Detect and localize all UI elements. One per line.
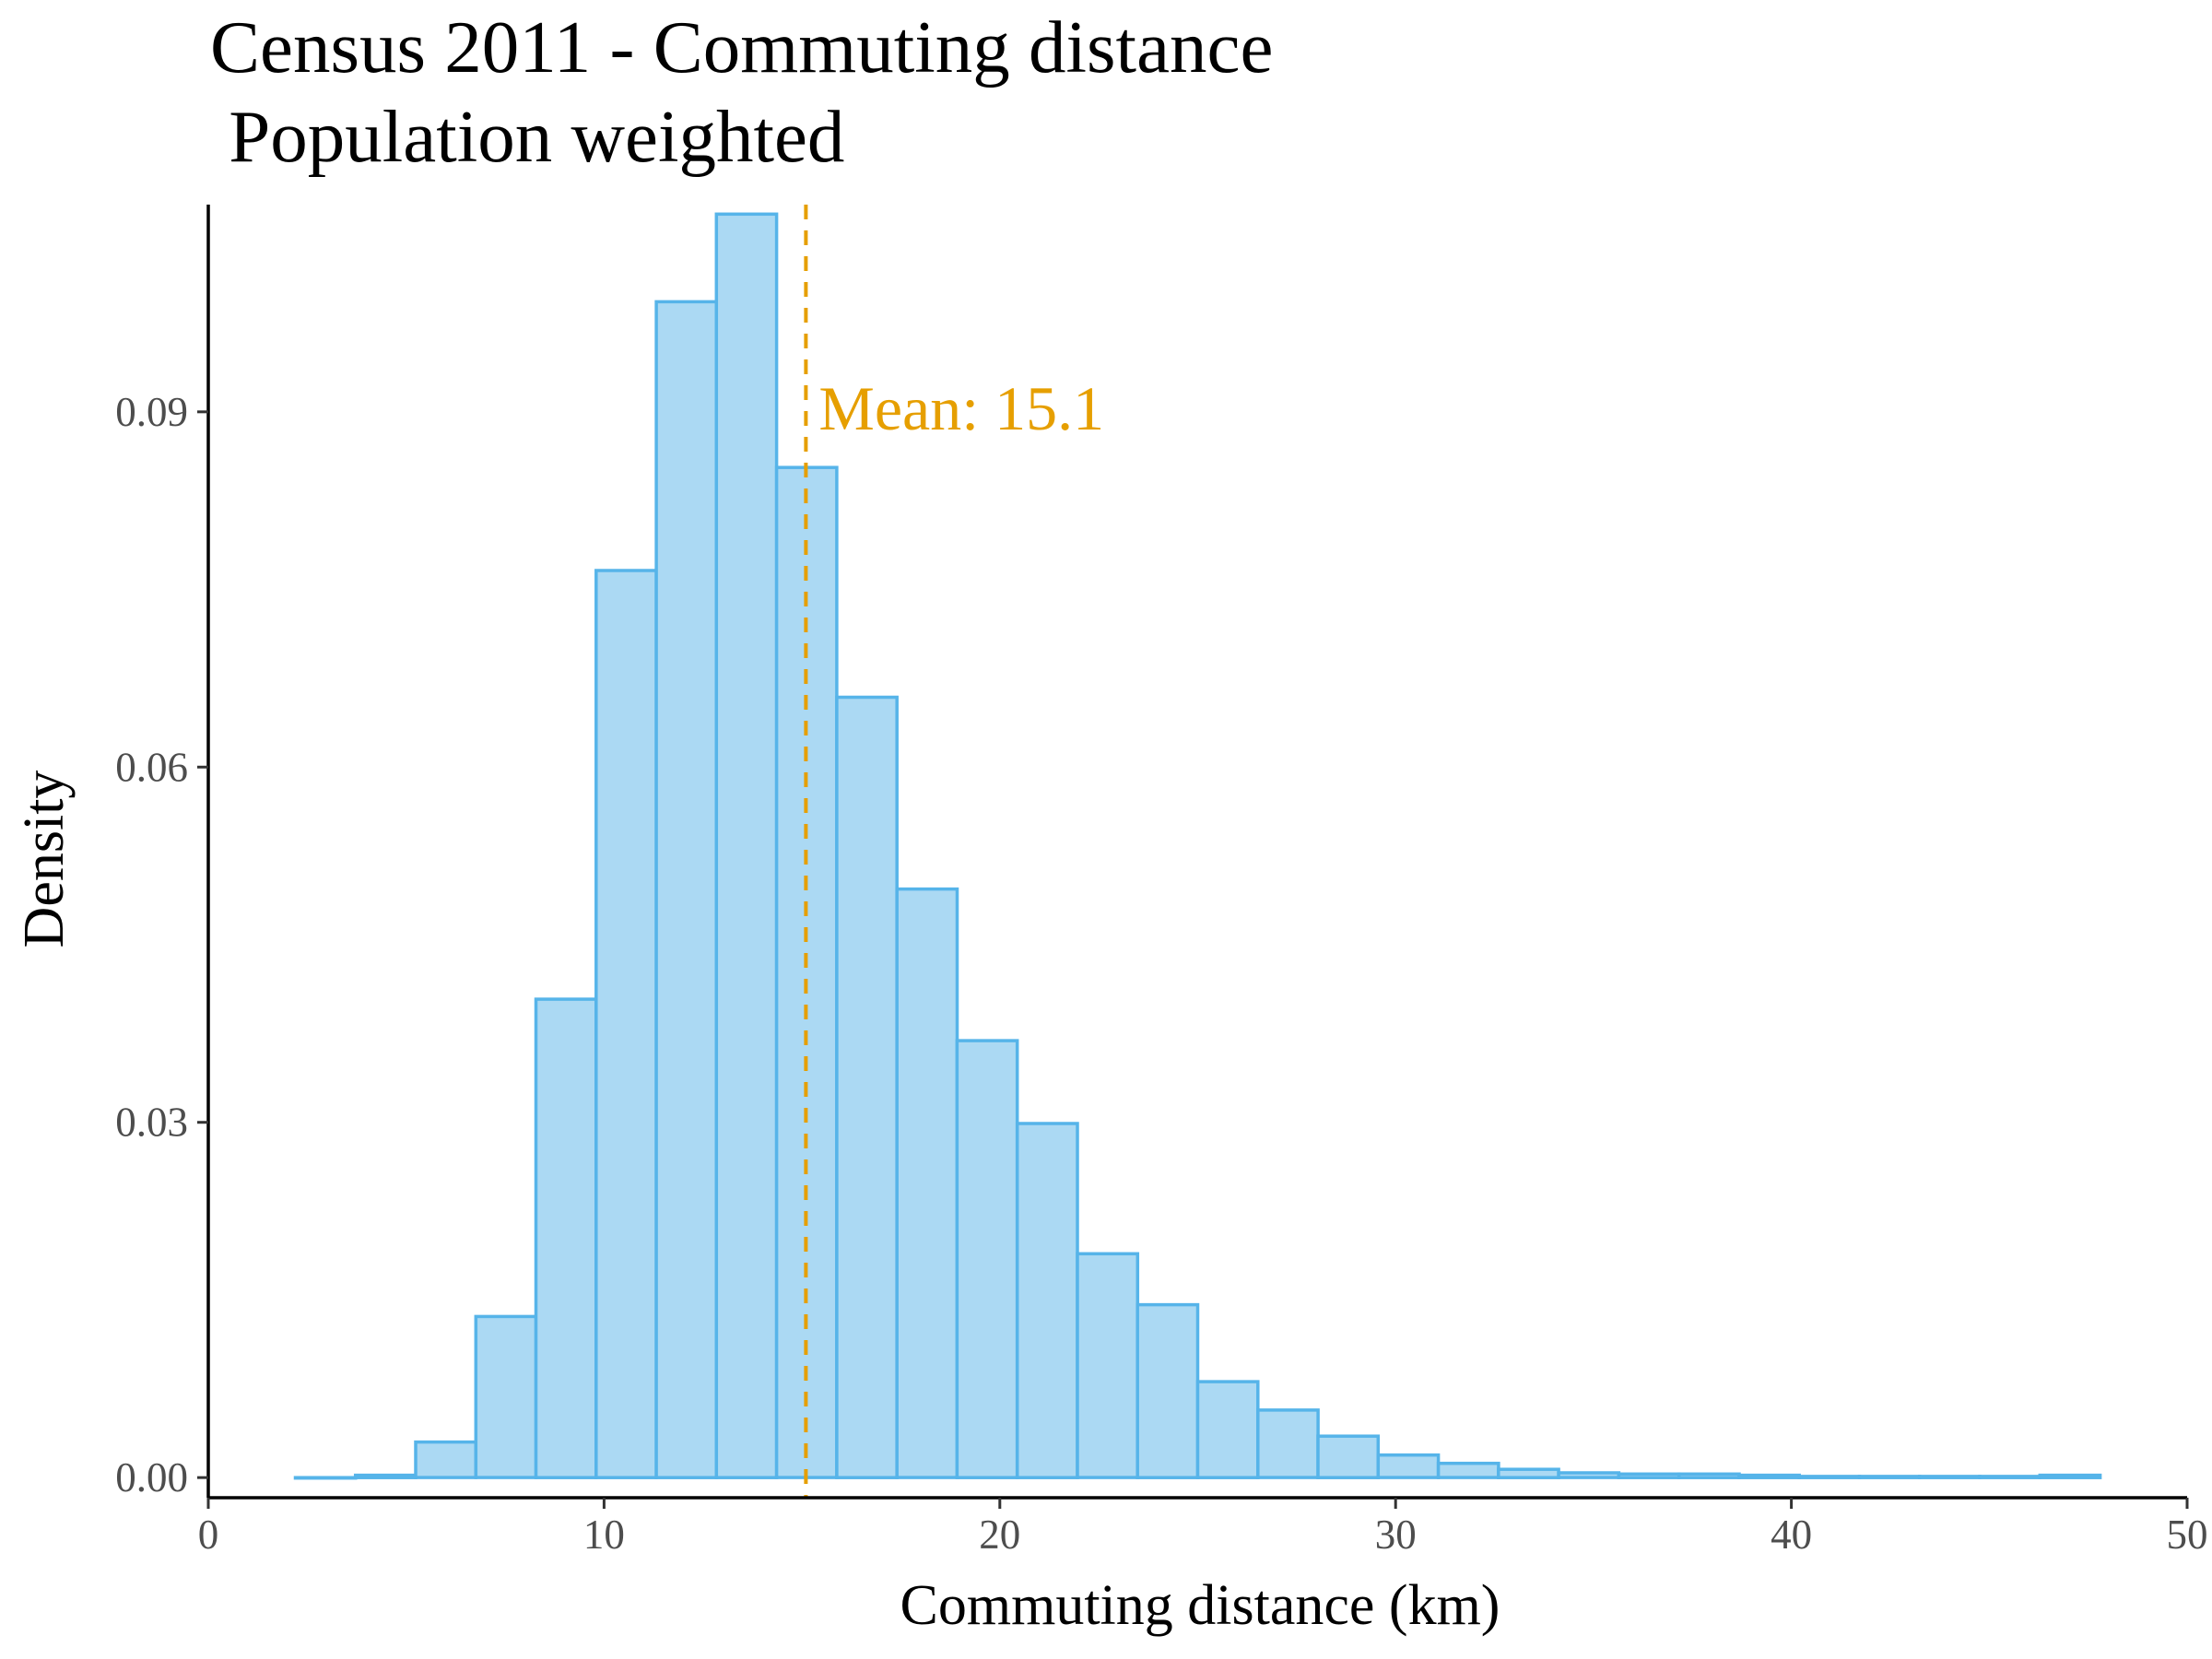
histogram-bar-6	[654, 300, 719, 1479]
y-tick-label-2: 0.06	[115, 744, 188, 790]
histogram-bar-19	[1436, 1461, 1500, 1479]
x-tick-label-4: 40	[1771, 1512, 1812, 1558]
histogram-bar-24	[1737, 1473, 1801, 1479]
y-tick-label-1: 0.03	[115, 1100, 188, 1146]
y-tick-label-0: 0.00	[115, 1454, 188, 1500]
mean-marker: Mean: 15.1	[804, 205, 1104, 1498]
y-tick-label-3: 0.09	[115, 389, 188, 435]
histogram-bar-4	[534, 997, 598, 1479]
histogram-bar-21	[1557, 1471, 1621, 1479]
histogram-bar-17	[1316, 1434, 1381, 1479]
histogram-bar-16	[1256, 1408, 1320, 1479]
x-tick-label-3: 30	[1375, 1512, 1417, 1558]
x-axis-ticks: 0 10 20 30 40 50	[198, 1498, 2208, 1558]
histogram-bar-12	[1015, 1122, 1079, 1479]
histogram-bar-20	[1497, 1467, 1560, 1479]
histogram-bar-5	[594, 569, 658, 1479]
histogram-bar-22	[1617, 1472, 1681, 1479]
chart-title: Census 2011 - Commuting distance Populat…	[210, 6, 1273, 178]
histogram-bar-2	[414, 1440, 478, 1479]
histogram-bar-3	[474, 1314, 538, 1479]
histogram-bar-1	[353, 1473, 418, 1479]
mean-label: Mean: 15.1	[818, 373, 1104, 443]
x-axis-title: Commuting distance (km)	[900, 1574, 1500, 1637]
x-tick-label-1: 10	[583, 1512, 625, 1558]
histogram-bar-18	[1376, 1453, 1441, 1479]
chart-title-line-2: Population weighted	[210, 95, 844, 178]
x-tick-label-5: 50	[2167, 1512, 2208, 1558]
axes	[206, 205, 2187, 1500]
histogram-bar-23	[1677, 1472, 1741, 1479]
histogram-bar-8	[774, 465, 839, 1479]
histogram-bars	[293, 212, 2102, 1480]
histogram-bar-11	[955, 1039, 1019, 1479]
x-tick-label-0: 0	[198, 1512, 219, 1558]
histogram-bar-14	[1135, 1302, 1200, 1479]
y-axis-ticks: 0.00 0.03 0.06 0.09	[115, 389, 208, 1500]
histogram-bar-15	[1195, 1380, 1260, 1479]
histogram-bar-7	[714, 212, 779, 1479]
y-axis-title: Density	[13, 771, 76, 948]
histogram-bar-13	[1076, 1252, 1140, 1479]
histogram-bar-9	[835, 695, 899, 1479]
histogram-bar-0	[293, 1476, 358, 1480]
chart-title-line-1: Census 2011 - Commuting distance	[210, 6, 1273, 88]
histogram-bar-29	[2038, 1473, 2102, 1479]
x-tick-label-2: 20	[979, 1512, 1020, 1558]
histogram-bar-10	[895, 887, 959, 1479]
